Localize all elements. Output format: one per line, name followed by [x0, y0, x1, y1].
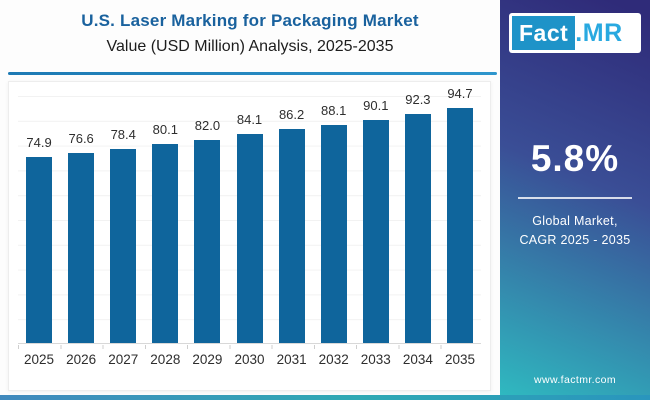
bar-column: 92.3	[397, 92, 439, 343]
bar	[194, 139, 221, 343]
bar	[110, 148, 137, 343]
x-axis-label: 2025	[24, 352, 55, 367]
bar-column: 78.4	[102, 127, 144, 343]
bar-chart: 74.9 76.6 78.4 80.1 82.0 84.1 86.2 88.1 90.1 92.3…	[8, 81, 491, 391]
factmr-logo: Fact .MR	[509, 13, 641, 53]
bar	[152, 144, 179, 343]
header-divider	[8, 72, 497, 75]
cagr-label: Global Market, CAGR 2025 - 2035	[500, 212, 650, 250]
bar	[404, 114, 431, 343]
bar-column: 82.0	[186, 118, 228, 343]
cagr-value: 5.8%	[530, 138, 620, 179]
website-url: www.factmr.com	[533, 374, 617, 386]
bar-value-label: 82.0	[194, 117, 221, 133]
x-axis-label: 2027	[108, 352, 139, 367]
x-axis-label: 2028	[150, 352, 181, 367]
bar-value-label: 84.1	[236, 112, 263, 128]
x-axis-label: 2029	[192, 352, 223, 367]
bar-value-label: 78.4	[110, 126, 136, 142]
bar	[320, 124, 347, 343]
bar-column: 74.9	[18, 135, 60, 343]
bar-value-label: 86.2	[278, 107, 305, 123]
bar	[68, 153, 95, 343]
page-subtitle: Value (USD Million) Analysis, 2025-2035	[106, 38, 394, 55]
page-title: U.S. Laser Marking for Packaging Market	[81, 11, 419, 30]
bar-column: 76.6	[60, 131, 102, 343]
cagr-divider	[518, 197, 632, 199]
logo-fact-text: Fact	[512, 16, 576, 50]
cagr-label-line2: CAGR 2025 - 2035	[519, 232, 631, 247]
x-axis-label: 2032	[318, 352, 349, 367]
bar-value-label: 94.7	[447, 86, 473, 102]
bar-value-label: 90.1	[363, 97, 389, 113]
header: U.S. Laser Marking for Packaging Market …	[0, 0, 500, 56]
x-axis-label: 2034	[402, 352, 433, 367]
bar	[362, 119, 389, 343]
x-axis-ticks	[18, 345, 481, 349]
x-axis-label: 2026	[66, 352, 97, 367]
bar	[236, 134, 263, 343]
bottom-accent-strip	[0, 395, 650, 400]
chart-panel: U.S. Laser Marking for Packaging Market …	[0, 0, 500, 391]
bar-column: 94.7	[439, 86, 481, 343]
plot-area: 74.9 76.6 78.4 80.1 82.0 84.1 86.2 88.1 90.1 92.3…	[18, 86, 481, 344]
logo-mr-text: .MR	[575, 18, 623, 47]
bar-value-label: 88.1	[321, 102, 347, 118]
bar-column: 86.2	[271, 107, 313, 343]
bar	[446, 108, 473, 343]
bar-column: 90.1	[355, 98, 397, 343]
x-axis-label: 2035	[444, 352, 475, 367]
cagr-label-line1: Global Market,	[532, 214, 618, 228]
sidebar: Fact .MR 5.8% Global Market, CAGR 2025 -…	[500, 0, 650, 396]
bar-value-label: 92.3	[405, 92, 431, 108]
bar-value-label: 76.6	[68, 131, 94, 146]
bar-column: 84.1	[228, 112, 270, 343]
bar	[278, 129, 305, 343]
x-axis-label: 2033	[360, 352, 391, 367]
bar	[26, 157, 53, 343]
x-axis-label: 2031	[276, 352, 307, 367]
bar-value-label: 80.1	[152, 122, 178, 138]
x-axis-label: 2030	[234, 352, 265, 367]
bar-value-label: 74.9	[26, 135, 52, 151]
bar-column: 80.1	[144, 122, 186, 343]
x-axis-labels: 2025 2026 2027 2028 2029 2030 2031 2032 2033 2034…	[18, 352, 481, 367]
bar-column: 88.1	[313, 102, 355, 343]
